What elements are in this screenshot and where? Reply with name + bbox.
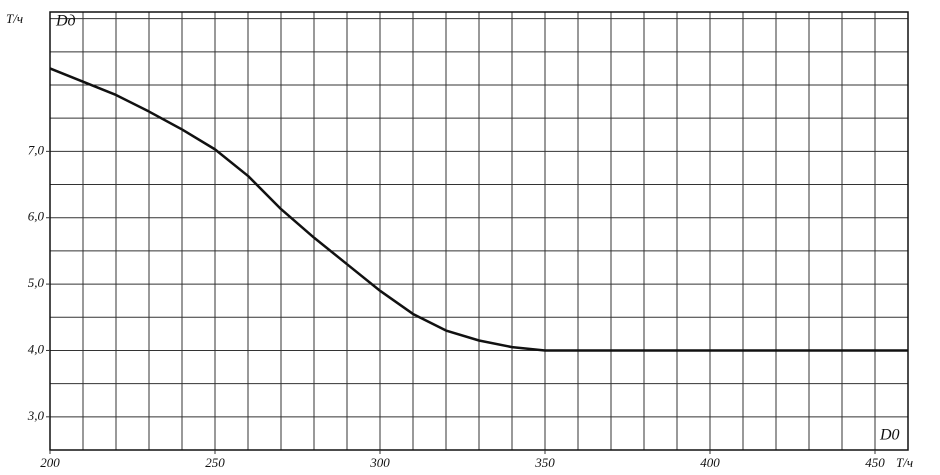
x-tick-label: 450 [865, 455, 885, 470]
x-label: D0 [879, 427, 900, 444]
y-tick-label: 7,0 [28, 142, 45, 157]
y-tick-label: 3,0 [27, 408, 45, 423]
y-label: Dд [55, 13, 76, 30]
x-tick-label: 350 [534, 455, 555, 470]
x-tick-label: 200 [40, 455, 60, 470]
y-tick-label: 5,0 [28, 275, 45, 290]
y-unit: Т/ч [6, 11, 23, 26]
x-unit: Т/ч [896, 455, 913, 470]
data-line [49, 67, 908, 352]
y-tick-label: 4,0 [28, 341, 45, 356]
x-tick-label: 400 [700, 455, 720, 470]
x-tick-label: 250 [205, 455, 225, 470]
y-tick-label: 6,0 [28, 209, 45, 224]
x-tick-label: 300 [369, 455, 390, 470]
plot-frame [49, 11, 909, 451]
